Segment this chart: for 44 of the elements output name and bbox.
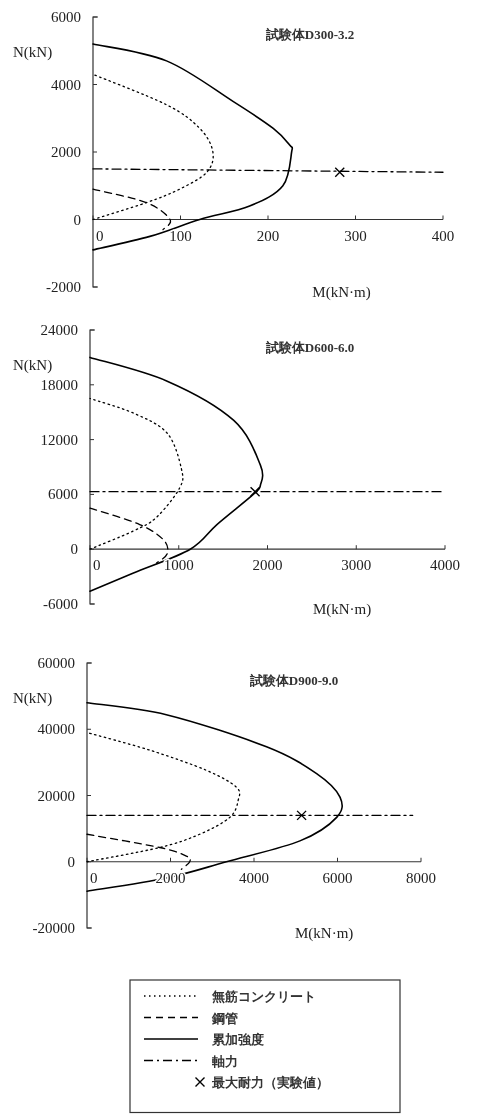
x-tick-label: 1000 <box>163 557 194 574</box>
y-tick-label: 4000 <box>51 76 81 93</box>
y-tick-label: -2000 <box>46 279 81 295</box>
y-tick-label: 12000 <box>40 431 78 448</box>
title: 試験体D600-6.0 <box>265 340 355 355</box>
y-label: N(kN) <box>13 690 53 706</box>
x-label: M(kN·m) <box>312 284 371 300</box>
x-tick-label: 400 <box>431 227 455 244</box>
title: 試験体D300-3.2 <box>265 27 355 42</box>
y-tick-label: 6000 <box>48 486 78 503</box>
y-label: N(kN) <box>13 357 53 373</box>
y-tick-label: 24000 <box>40 322 78 338</box>
title: 試験体D900-9.0 <box>249 673 339 688</box>
legend-label: 無筋コンクリート <box>212 989 316 1004</box>
y-tick-label: -20000 <box>32 920 75 936</box>
x-tick-label: 4000 <box>239 869 269 886</box>
x-tick-label: 200 <box>256 227 280 244</box>
x-label: M(kN·m) <box>295 925 354 941</box>
y-tick-label: 20000 <box>37 787 75 804</box>
y-tick-label: 2000 <box>51 144 81 160</box>
y-tick-label: 40000 <box>37 721 75 738</box>
x-tick-label: 4000 <box>430 557 460 574</box>
y-label: N(kN) <box>13 44 53 60</box>
y-tick-label: 18000 <box>40 376 78 393</box>
x-label: M(kN·m) <box>312 601 372 617</box>
x-tick-label: 6000 <box>322 869 353 886</box>
x-tick-label: 0 <box>93 557 101 574</box>
x-tick-label: 0 <box>96 227 104 244</box>
legend-label: 最大耐力（実験値） <box>212 1075 329 1090</box>
x-tick-label: 3000 <box>341 557 372 574</box>
x-tick-label: 0 <box>90 869 98 886</box>
legend-label: 軸力 <box>212 1053 238 1069</box>
y-tick-label: 0 <box>73 211 81 228</box>
legend-label: 累加強度 <box>212 1032 264 1047</box>
y-tick-label: 60000 <box>37 655 75 671</box>
y-tick-label: 6000 <box>51 9 81 25</box>
x-tick-label: 300 <box>344 227 367 244</box>
x-tick-label: 2000 <box>252 557 283 574</box>
y-tick-label: 0 <box>67 853 75 870</box>
x-tick-label: 8000 <box>406 869 436 886</box>
legend-label: 鋼管 <box>212 1010 238 1026</box>
y-tick-label: 0 <box>70 541 78 558</box>
y-tick-label: -6000 <box>43 596 78 612</box>
x-tick-label: 100 <box>169 227 192 244</box>
